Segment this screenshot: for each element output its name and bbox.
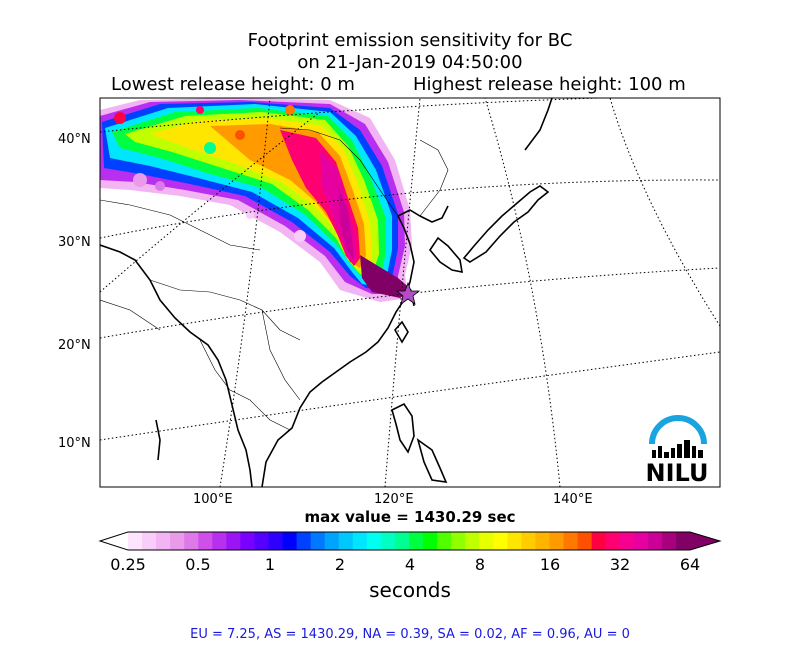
colorbar-tick: 1 xyxy=(265,555,275,574)
colorbar-tick: 8 xyxy=(475,555,485,574)
colorbar-swatch xyxy=(550,532,564,550)
colorbar-swatch xyxy=(578,532,592,550)
lat-label-20n: 20°N xyxy=(58,338,91,353)
colorbar-swatch xyxy=(423,532,437,550)
colorbar-swatch xyxy=(507,532,521,550)
lon-label-140e: 140°E xyxy=(553,492,593,507)
colorbar-swatch xyxy=(240,532,254,550)
colorbar-swatch xyxy=(479,532,493,550)
colorbar-swatch xyxy=(367,532,381,550)
colorbar-swatch xyxy=(339,532,353,550)
colorbar-swatch xyxy=(451,532,465,550)
nilu-logo-text: NILU xyxy=(646,459,709,487)
lat-label-40n: 40°N xyxy=(58,132,91,147)
colorbar-swatch xyxy=(198,532,212,550)
colorbar-swatch xyxy=(283,532,297,550)
lat-label-10n: 10°N xyxy=(58,436,91,451)
colorbar-swatch xyxy=(634,532,648,550)
max-value-label: max value = 1430.29 sec xyxy=(0,508,800,526)
colorbar-swatch xyxy=(184,532,198,550)
lat-label-30n: 30°N xyxy=(58,235,91,250)
colorbar-swatch xyxy=(142,532,156,550)
colorbar-unit-label: seconds xyxy=(0,578,800,602)
colorbar-swatch xyxy=(297,532,311,550)
colorbar-swatch xyxy=(212,532,226,550)
colorbar-swatch xyxy=(648,532,662,550)
colorbar-tick: 32 xyxy=(610,555,630,574)
colorbar-tick: 0.25 xyxy=(110,555,146,574)
colorbar-swatch xyxy=(353,532,367,550)
colorbar-swatch xyxy=(226,532,240,550)
colorbar-swatch xyxy=(493,532,507,550)
colorbar-swatch xyxy=(325,532,339,550)
colorbar-tick: 4 xyxy=(405,555,415,574)
region-summary-footer: EU = 7.25, AS = 1430.29, NA = 0.39, SA =… xyxy=(0,627,800,642)
colorbar-swatch xyxy=(128,532,142,550)
lon-label-120e: 120°E xyxy=(374,492,414,507)
colorbar-swatch xyxy=(156,532,170,550)
colorbar-over-arrow xyxy=(690,532,720,550)
colorbar-tick: 16 xyxy=(540,555,560,574)
colorbar-swatch xyxy=(521,532,535,550)
colorbar-swatch xyxy=(564,532,578,550)
colorbar-swatch xyxy=(620,532,634,550)
colorbar-tick: 2 xyxy=(335,555,345,574)
colorbar-swatch xyxy=(269,532,283,550)
colorbar-swatch xyxy=(170,532,184,550)
colorbar-tick: 64 xyxy=(680,555,700,574)
lon-label-100e: 100°E xyxy=(193,492,233,507)
colorbar xyxy=(100,532,720,550)
colorbar-swatch xyxy=(381,532,395,550)
colorbar-swatch xyxy=(254,532,268,550)
colorbar-swatch xyxy=(662,532,676,550)
colorbar-swatch xyxy=(437,532,451,550)
colorbar-swatch xyxy=(676,532,690,550)
colorbar-swatch xyxy=(311,532,325,550)
colorbar-swatch xyxy=(535,532,549,550)
colorbar-tick: 0.5 xyxy=(185,555,210,574)
colorbar-swatch xyxy=(395,532,409,550)
colorbar-swatch xyxy=(606,532,620,550)
colorbar-swatch xyxy=(592,532,606,550)
colorbar-under-arrow xyxy=(100,532,128,550)
colorbar-swatch xyxy=(409,532,423,550)
colorbar-swatch xyxy=(465,532,479,550)
